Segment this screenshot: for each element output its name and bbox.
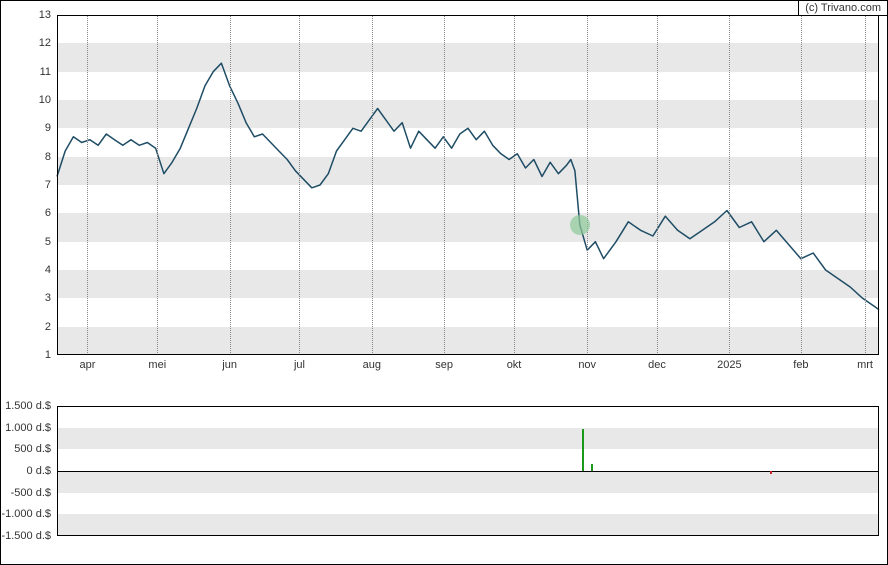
ytick: 13 xyxy=(39,9,57,21)
price-panel: 12345678910111213aprmeijunjulaugsepoktno… xyxy=(57,15,879,355)
ytick: 2 xyxy=(45,321,57,333)
chart-container: (c) Trivano.com 12345678910111213aprmeij… xyxy=(0,0,888,565)
xtick: aug xyxy=(363,355,381,371)
ytick: -500 d.$ xyxy=(11,487,57,499)
volume-panel: -1.500 d.$-1.000 d.$-500 d.$0 d.$500 d.$… xyxy=(57,406,879,536)
copyright-label: (c) Trivano.com xyxy=(798,1,887,16)
xtick: dec xyxy=(648,355,666,371)
ytick: 3 xyxy=(45,292,57,304)
ytick: 4 xyxy=(45,264,57,276)
xtick: jun xyxy=(222,355,237,371)
ytick: 9 xyxy=(45,122,57,134)
ytick: 11 xyxy=(40,66,57,78)
xtick: nov xyxy=(578,355,596,371)
xtick: okt xyxy=(507,355,522,371)
ytick: 6 xyxy=(45,207,57,219)
xtick: jul xyxy=(294,355,305,371)
ytick: -1.000 d.$ xyxy=(1,508,57,520)
ytick: 8 xyxy=(45,151,57,163)
xtick: feb xyxy=(793,355,808,371)
panel1-border xyxy=(57,15,879,355)
xtick: apr xyxy=(79,355,95,371)
xtick: mrt xyxy=(857,355,873,371)
ytick: 1.500 d.$ xyxy=(5,400,57,412)
ytick: 1.000 d.$ xyxy=(5,422,57,434)
panel2-border xyxy=(57,406,879,536)
ytick: 10 xyxy=(39,94,57,106)
ytick: -1.500 d.$ xyxy=(1,530,57,542)
event-marker xyxy=(570,215,590,235)
xtick: sep xyxy=(435,355,453,371)
ytick: 7 xyxy=(45,179,57,191)
ytick: 12 xyxy=(39,37,57,49)
xtick: 2025 xyxy=(717,355,741,371)
ytick: 5 xyxy=(45,236,57,248)
ytick: 0 d.$ xyxy=(27,465,57,477)
ytick: 1 xyxy=(45,349,57,361)
ytick: 500 d.$ xyxy=(14,443,57,455)
xtick: mei xyxy=(148,355,166,371)
